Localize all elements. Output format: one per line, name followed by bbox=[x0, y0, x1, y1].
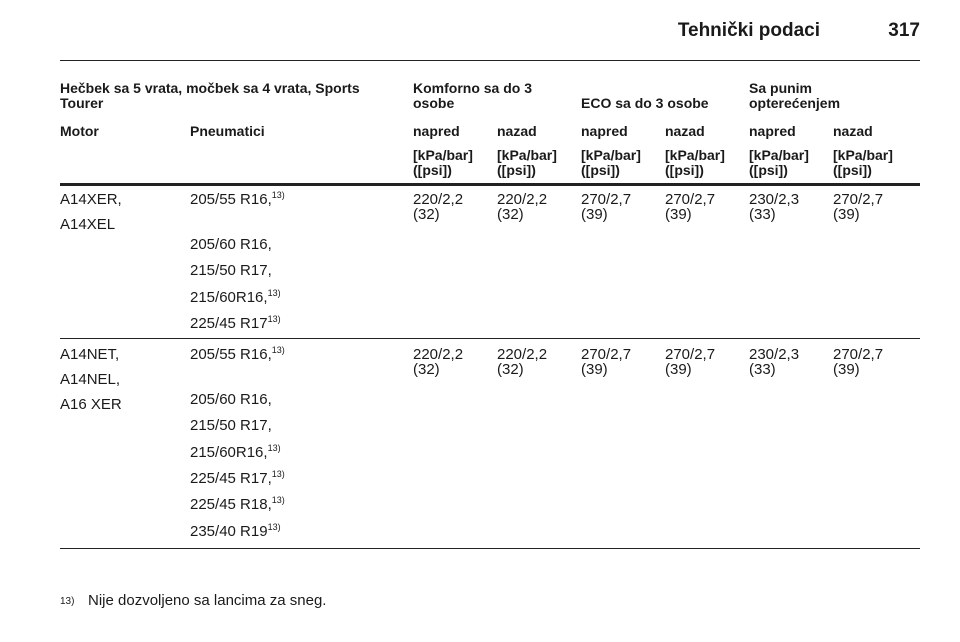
tire-size: 225/45 R17 bbox=[190, 314, 268, 332]
pressure: (33) bbox=[749, 361, 776, 378]
unit-label: ([psi]) bbox=[497, 162, 536, 178]
tire-size: 215/50 R17, bbox=[190, 417, 272, 435]
tire: 205/60 R16, bbox=[190, 237, 272, 252]
unit-label: [kPa/bar] bbox=[833, 147, 893, 163]
tire: 205/60 R16, bbox=[190, 392, 272, 407]
pressure: 230/2,3 bbox=[749, 191, 800, 208]
pressure: (39) bbox=[581, 206, 608, 223]
rule bbox=[60, 183, 920, 186]
tire-note: 13) bbox=[267, 313, 281, 324]
column-header: napred bbox=[581, 123, 628, 139]
unit-label: [kPa/bar] bbox=[749, 147, 809, 163]
tire-note: 13) bbox=[267, 521, 281, 532]
tire-size: 205/55 R16, bbox=[190, 191, 272, 208]
rule bbox=[60, 338, 920, 339]
column-header: Pneumatici bbox=[190, 123, 265, 139]
page-number: 317 bbox=[888, 20, 920, 41]
tire: 215/50 R17, bbox=[190, 263, 272, 278]
tire-size: 205/60 R16, bbox=[190, 391, 272, 408]
footnote-mark: 13) bbox=[60, 596, 75, 607]
rule bbox=[60, 548, 920, 549]
pressure: 230/2,3 bbox=[749, 346, 800, 363]
pressure: (33) bbox=[749, 206, 776, 223]
column-header: Motor bbox=[60, 123, 99, 139]
pressure: (39) bbox=[833, 206, 860, 223]
rule bbox=[60, 60, 920, 61]
tire-size: 215/50 R17, bbox=[190, 262, 272, 280]
motor: A14XER, bbox=[60, 191, 122, 208]
column-header: napred bbox=[749, 123, 796, 139]
pressure: (32) bbox=[413, 361, 440, 378]
unit-label: [kPa/bar] bbox=[497, 147, 557, 163]
tire: 205/55 R16,13) bbox=[190, 345, 285, 363]
unit-label: ([psi]) bbox=[749, 162, 788, 178]
unit-label: ([psi]) bbox=[665, 162, 704, 178]
pressure: 270/2,7 bbox=[581, 191, 632, 208]
pressure: (39) bbox=[665, 361, 692, 378]
tire-size: 215/60R16, bbox=[190, 443, 268, 461]
tire: 205/55 R16,13) bbox=[190, 190, 285, 208]
pressure: (32) bbox=[497, 206, 524, 223]
tire: 225/45 R18,13) bbox=[190, 495, 285, 514]
tire-size: 205/60 R16, bbox=[190, 236, 272, 253]
column-header: nazad bbox=[665, 123, 705, 139]
unit-label: [kPa/bar] bbox=[581, 147, 641, 163]
tire: 215/60R16,13) bbox=[190, 442, 281, 461]
page-title: Tehnički podaci bbox=[677, 20, 820, 41]
column-header: napred bbox=[413, 123, 460, 139]
tire-note: 13) bbox=[267, 442, 281, 453]
unit-label: [kPa/bar] bbox=[665, 147, 725, 163]
unit-label: [kPa/bar] bbox=[413, 147, 473, 163]
unit-label: ([psi]) bbox=[833, 162, 872, 178]
pressure: 270/2,7 bbox=[581, 346, 632, 363]
tire-note: 13) bbox=[271, 345, 285, 355]
group-header: Komforno sa do 3 osobe bbox=[413, 80, 533, 111]
group-header: ECO sa do 3 osobe bbox=[581, 95, 709, 111]
group-header: Sa punim opterećenjem bbox=[749, 80, 841, 111]
pressure: 220/2,2 bbox=[413, 346, 464, 363]
tire-size: 225/45 R17, bbox=[190, 469, 272, 487]
pressure: (32) bbox=[497, 361, 524, 378]
motor: A14NEL, bbox=[60, 371, 121, 388]
pressure: (32) bbox=[413, 206, 440, 223]
pressure: 270/2,7 bbox=[833, 346, 884, 363]
column-header: nazad bbox=[833, 123, 873, 139]
tire: 225/45 R17,13) bbox=[190, 468, 285, 487]
pressure: 270/2,7 bbox=[665, 346, 716, 363]
tire-note: 13) bbox=[271, 190, 285, 200]
pressure: 220/2,2 bbox=[497, 191, 548, 208]
motor: A14NET, bbox=[60, 346, 120, 363]
pressure: (39) bbox=[665, 206, 692, 223]
tire-note: 13) bbox=[271, 495, 285, 506]
tire: 225/45 R1713) bbox=[190, 313, 281, 332]
tire: 215/50 R17, bbox=[190, 418, 272, 433]
unit-label: ([psi]) bbox=[581, 162, 620, 178]
tire-note: 13) bbox=[271, 468, 285, 479]
pressure: 220/2,2 bbox=[413, 191, 464, 208]
tire: 235/40 R1913) bbox=[190, 521, 281, 540]
tire-size: 235/40 R19 bbox=[190, 522, 268, 540]
footnote-text: Nije dozvoljeno sa lancima za sneg. bbox=[88, 592, 327, 609]
pressure: (39) bbox=[833, 361, 860, 378]
tire-size: 215/60R16, bbox=[190, 288, 268, 306]
tire: 215/60R16,13) bbox=[190, 287, 281, 306]
column-header: nazad bbox=[497, 123, 537, 139]
unit-label: ([psi]) bbox=[413, 162, 452, 178]
motor: A16 XER bbox=[60, 396, 122, 413]
pressure: 220/2,2 bbox=[497, 346, 548, 363]
pressure: 270/2,7 bbox=[665, 191, 716, 208]
tire-size: 205/55 R16, bbox=[190, 346, 272, 363]
pressure: (39) bbox=[581, 361, 608, 378]
tire-size: 225/45 R18, bbox=[190, 496, 272, 514]
tire-note: 13) bbox=[267, 287, 281, 298]
pressure: 270/2,7 bbox=[833, 191, 884, 208]
group-header: Hečbek sa 5 vrata, močbek sa 4 vrata, Sp… bbox=[60, 80, 360, 111]
motor: A14XEL bbox=[60, 216, 116, 233]
